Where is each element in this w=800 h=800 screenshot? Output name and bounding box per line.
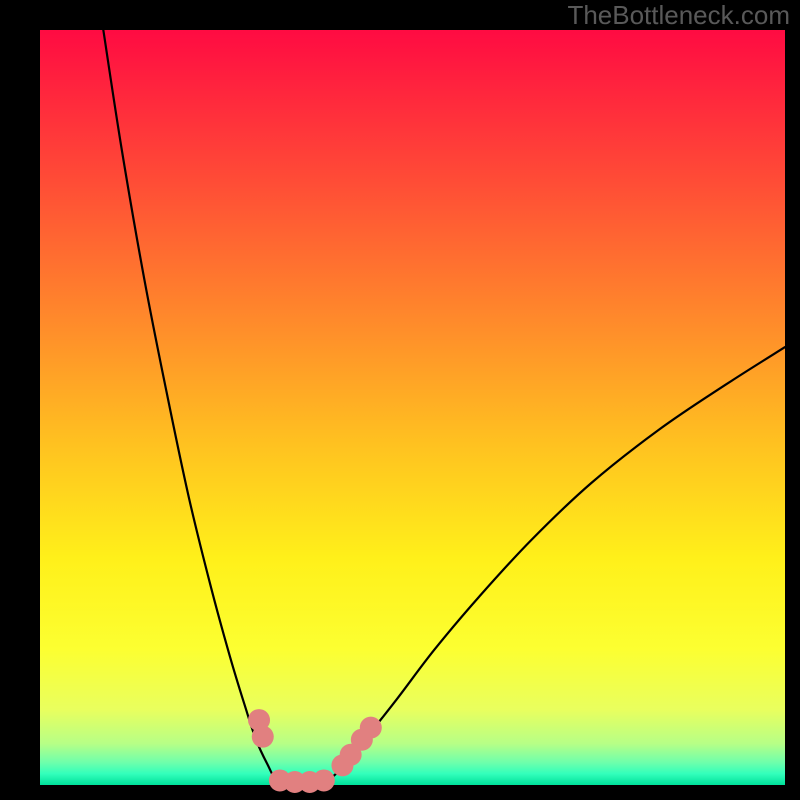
bottleneck-curve xyxy=(103,30,785,783)
chart-container: TheBottleneck.com xyxy=(0,0,800,800)
data-marker xyxy=(360,717,382,739)
data-marker xyxy=(252,726,274,748)
data-marker xyxy=(313,769,335,791)
watermark-text: TheBottleneck.com xyxy=(567,0,790,31)
chart-svg xyxy=(0,0,800,800)
